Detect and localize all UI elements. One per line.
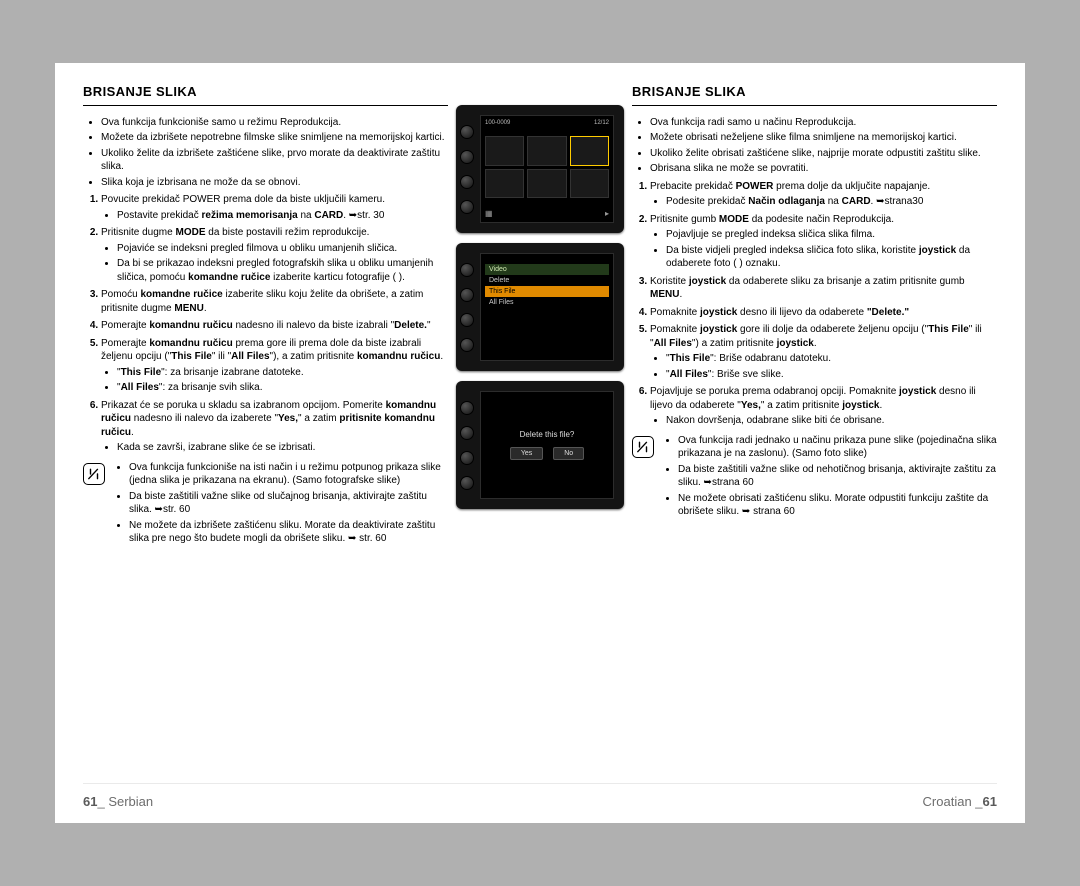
substep: "All Files": Briše sve slike. (666, 368, 997, 382)
step-5: Pomerajte komandnu ručicu prema gore ili… (101, 337, 448, 395)
step-4: Pomerajte komandnu ručicu nadesno ili na… (101, 319, 448, 333)
menu-item-selected: This File (485, 286, 609, 297)
bullet: Slika koja je izbrisana ne može da se ob… (101, 176, 448, 190)
page-footer: 61_ Serbian Croatian _61 (83, 783, 997, 809)
side-buttons (460, 119, 476, 219)
step-2: Pritisnite gumb MODE da podesite način R… (650, 213, 997, 271)
substep: Pojaviće se indeksni pregled filmova u o… (117, 242, 448, 256)
substep: Kada se završi, izabrane slike će se izb… (117, 441, 448, 455)
step-1: Povucite prekidač POWER prema dole da bi… (101, 193, 448, 222)
bullet: Možete obrisati neželjene slike filma sn… (650, 131, 997, 145)
step-3: Koristite joystick da odaberete sliku za… (650, 275, 997, 302)
heading-right: BRISANJE SLIKA (632, 83, 997, 106)
step-3: Pomoću komandne ručice izaberite sliku k… (101, 288, 448, 315)
index: 12/12 (594, 120, 609, 126)
intro-bullets-left: Ova funkcija funkcioniše samo u režimu R… (83, 116, 448, 190)
step-6: Prikazat će se poruka u skladu sa izabra… (101, 399, 448, 455)
bullet: Možete da izbrišete nepotrebne filmske s… (101, 131, 448, 145)
manual-page: BRISANJE SLIKA Ova funkcija funkcioniše … (55, 63, 1025, 823)
substep: Pojavljuje se pregled indeksa sličica sl… (666, 228, 997, 242)
substep: "All Files": za brisanje svih slika. (117, 381, 448, 395)
bullet: Obrisana slika ne može se povratiti. (650, 162, 997, 176)
footer-left: 61_ Serbian (83, 794, 153, 809)
counter: 100-0009 (485, 120, 510, 126)
bullet: Ova funkcija radi samo u načinu Reproduk… (650, 116, 997, 130)
side-buttons (460, 395, 476, 495)
note-icon (83, 463, 105, 485)
dialog-yes: Yes (510, 447, 543, 460)
substep: Postavite prekidač režima memorisanja na… (117, 209, 448, 223)
note-item: Ne možete obrisati zaštićenu sliku. Mora… (678, 492, 997, 519)
step-2: Pritisnite dugme MODE da biste postavili… (101, 226, 448, 284)
device-menu: Video Delete This File All Files (456, 243, 624, 371)
menu-header: Video (485, 264, 609, 275)
thumbnail-grid (485, 136, 609, 198)
note-item: Da biste zaštitili važne slike od slučaj… (129, 490, 448, 517)
note-text: Ova funkcija funkcioniše na isti način i… (113, 461, 448, 548)
substep: Podesite prekidač Način odlaganja na CAR… (666, 195, 997, 209)
device-thumbnails: 100-000912/12 ▦▸ (456, 105, 624, 233)
menu-list: Video Delete This File All Files (485, 264, 609, 308)
footer-right: Croatian _61 (923, 794, 997, 809)
menu-item: All Files (485, 297, 609, 308)
bullet: Ukoliko želite da izbrišete zaštićene sl… (101, 147, 448, 174)
note-right: Ova funkcija radi jednako u načinu prika… (632, 434, 997, 521)
step-4: Pomaknite joystick desno ili lijevo da o… (650, 306, 997, 320)
column-serbian: BRISANJE SLIKA Ova funkcija funkcioniše … (83, 83, 454, 783)
steps-right: Prebacite prekidač POWER prema dolje da … (632, 180, 997, 428)
intro-bullets-right: Ova funkcija radi samo u načinu Reproduk… (632, 116, 997, 176)
column-croatian: BRISANJE SLIKA Ova funkcija radi samo u … (626, 83, 997, 783)
bullet: Ukoliko želite obrisati zaštićene slike,… (650, 147, 997, 161)
note-item: Ova funkcija radi jednako u načinu prika… (678, 434, 997, 461)
step-1: Prebacite prekidač POWER prema dolje da … (650, 180, 997, 209)
step-5: Pomaknite joystick gore ili dolje da oda… (650, 323, 997, 381)
note-left: Ova funkcija funkcioniše na isti način i… (83, 461, 448, 548)
substep: "This File": Briše odabranu datoteku. (666, 352, 997, 366)
heading-left: BRISANJE SLIKA (83, 83, 448, 106)
menu-item: Delete (485, 275, 609, 286)
screen-dialog: Delete this file? Yes No (480, 391, 614, 499)
dialog-no: No (553, 447, 584, 460)
screen-thumbnails: 100-000912/12 ▦▸ (480, 115, 614, 223)
device-illustrations: 100-000912/12 ▦▸ Video Delete This File … (454, 83, 626, 783)
substep: "This File": za brisanje izabrane datote… (117, 366, 448, 380)
content-area: BRISANJE SLIKA Ova funkcija funkcioniše … (83, 83, 997, 783)
note-item: Ova funkcija funkcioniše na isti način i… (129, 461, 448, 488)
substep: Nakon dovršenja, odabrane slike biti će … (666, 414, 997, 428)
note-text: Ova funkcija radi jednako u načinu prika… (662, 434, 997, 521)
device-dialog: Delete this file? Yes No (456, 381, 624, 509)
dialog-question: Delete this file? (520, 430, 575, 439)
substep: Da biste vidjeli pregled indeksa sličica… (666, 244, 997, 271)
screen-menu: Video Delete This File All Files (480, 253, 614, 361)
substep: Da bi se prikazao indeksni pregled fotog… (117, 257, 448, 284)
bullet: Ova funkcija funkcioniše samo u režimu R… (101, 116, 448, 130)
steps-left: Povucite prekidač POWER prema dole da bi… (83, 193, 448, 455)
note-icon (632, 436, 654, 458)
side-buttons (460, 257, 476, 357)
note-item: Ne možete da izbrišete zaštićenu sliku. … (129, 519, 448, 546)
step-6: Pojavljuje se poruka prema odabranoj opc… (650, 385, 997, 428)
note-item: Da biste zaštitili važne slike od nehoti… (678, 463, 997, 490)
